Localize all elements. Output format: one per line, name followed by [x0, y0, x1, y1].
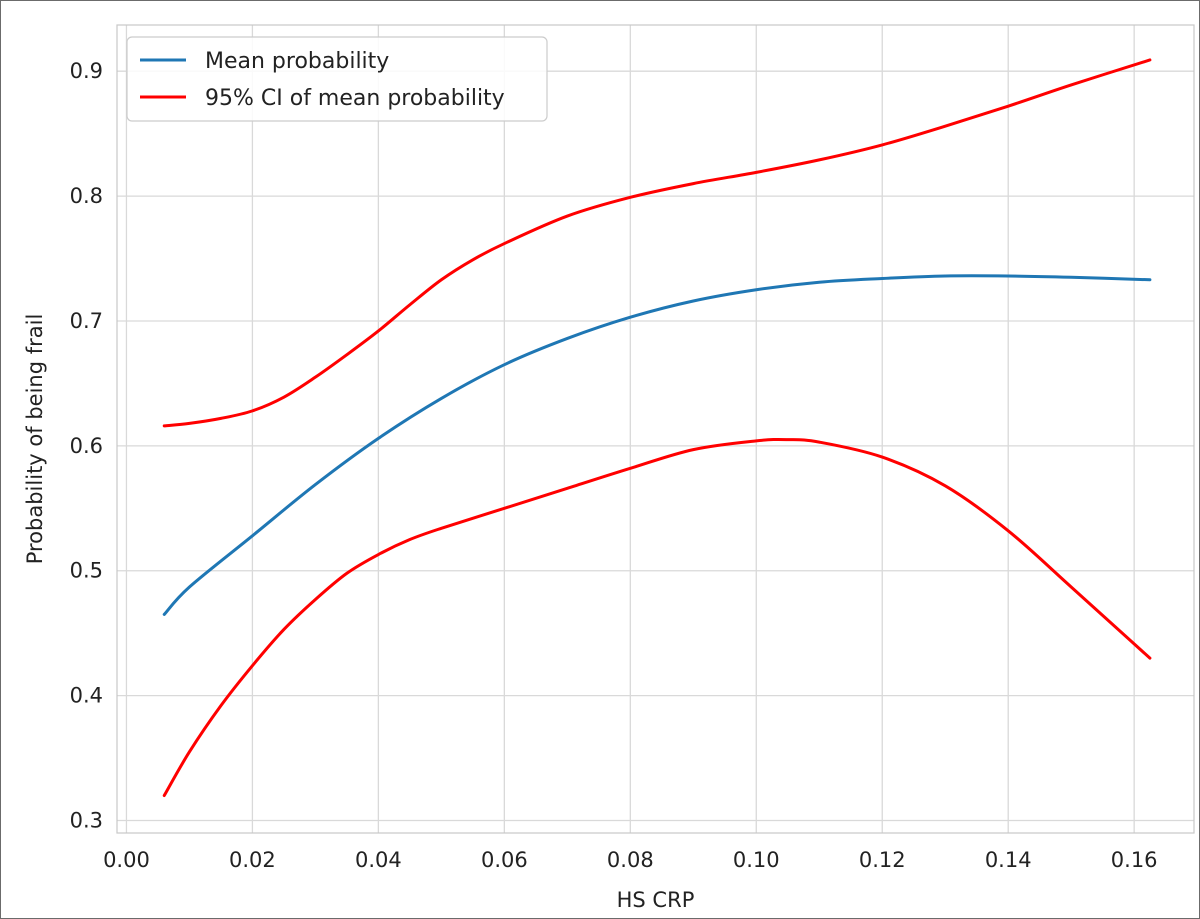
x-tick-label: 0.04 [355, 848, 402, 872]
x-tick-label: 0.02 [229, 848, 276, 872]
legend-label: Mean probability [205, 49, 389, 74]
ci-upper-line [162, 58, 1152, 428]
mean-probability-line [162, 274, 1152, 616]
y-tick-label: 0.4 [70, 684, 103, 708]
y-tick-label: 0.3 [70, 809, 103, 833]
y-tick-label: 0.8 [70, 184, 103, 208]
y-axis-ticks: 0.3 0.4 0.5 0.6 0.7 0.8 0.9 [70, 59, 103, 832]
x-tick-label: 0.14 [985, 848, 1032, 872]
plot-area-border [116, 24, 1195, 834]
legend-box [126, 36, 548, 122]
legend: Mean probability 95% CI of mean probabili… [126, 36, 548, 122]
y-tick-label: 0.6 [70, 434, 103, 458]
x-tick-label: 0.16 [1111, 848, 1158, 872]
y-tick-label: 0.7 [70, 309, 103, 333]
legend-label: 95% CI of mean probability [205, 86, 505, 111]
y-tick-label: 0.5 [70, 559, 103, 583]
x-axis-ticks: 0.00 0.02 0.04 0.06 0.08 0.10 0.12 0.14 0.16 [103, 848, 1157, 872]
y-axis-label: Probability of being frail [23, 314, 47, 565]
y-tick-label: 0.9 [70, 59, 103, 83]
x-tick-label: 0.10 [733, 848, 780, 872]
x-tick-label: 0.06 [481, 848, 528, 872]
x-tick-label: 0.08 [607, 848, 654, 872]
x-axis-label: HS CRP [617, 888, 695, 912]
x-tick-label: 0.00 [103, 848, 150, 872]
series-lines [162, 58, 1152, 798]
x-tick-label: 0.12 [859, 848, 906, 872]
ci-lower-line [162, 437, 1152, 798]
grid-lines [117, 25, 1194, 833]
